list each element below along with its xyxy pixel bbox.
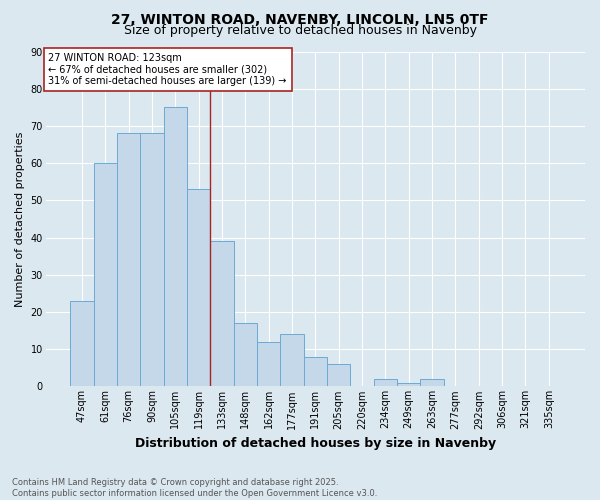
Text: Contains HM Land Registry data © Crown copyright and database right 2025.
Contai: Contains HM Land Registry data © Crown c… — [12, 478, 377, 498]
X-axis label: Distribution of detached houses by size in Navenby: Distribution of detached houses by size … — [135, 437, 496, 450]
Bar — [304, 356, 327, 386]
Text: Size of property relative to detached houses in Navenby: Size of property relative to detached ho… — [124, 24, 476, 37]
Bar — [70, 301, 94, 386]
Y-axis label: Number of detached properties: Number of detached properties — [15, 132, 25, 306]
Bar — [164, 108, 187, 386]
Bar — [257, 342, 280, 386]
Bar — [187, 189, 210, 386]
Bar — [421, 379, 444, 386]
Bar — [94, 163, 117, 386]
Bar — [280, 334, 304, 386]
Bar — [117, 134, 140, 386]
Bar — [397, 382, 421, 386]
Bar — [210, 242, 233, 386]
Bar — [233, 323, 257, 386]
Text: 27 WINTON ROAD: 123sqm
← 67% of detached houses are smaller (302)
31% of semi-de: 27 WINTON ROAD: 123sqm ← 67% of detached… — [49, 53, 287, 86]
Bar — [374, 379, 397, 386]
Bar — [140, 134, 164, 386]
Bar — [327, 364, 350, 386]
Text: 27, WINTON ROAD, NAVENBY, LINCOLN, LN5 0TF: 27, WINTON ROAD, NAVENBY, LINCOLN, LN5 0… — [111, 12, 489, 26]
